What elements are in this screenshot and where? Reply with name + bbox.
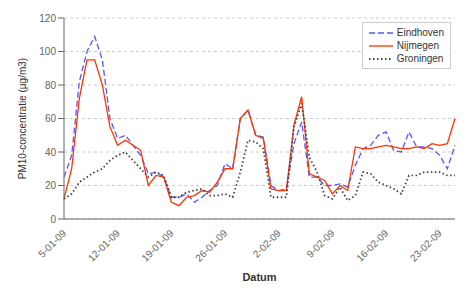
- svg-text:20: 20: [45, 180, 57, 191]
- svg-text:9-02-09: 9-02-09: [304, 227, 336, 259]
- svg-text:120: 120: [39, 13, 56, 24]
- svg-text:PM10-concentratie (µg/m3): PM10-concentratie (µg/m3): [17, 58, 28, 179]
- svg-text:19-01-09: 19-01-09: [139, 227, 175, 263]
- svg-text:23-02-09: 23-02-09: [408, 227, 444, 263]
- svg-text:12-01-09: 12-01-09: [86, 227, 122, 263]
- svg-text:16-02-09: 16-02-09: [354, 227, 390, 263]
- html-text:Eindhoven: Eindhoven: [396, 27, 444, 38]
- svg-text:0: 0: [50, 214, 56, 225]
- svg-text:80: 80: [45, 80, 57, 91]
- svg-text:5-01-09: 5-01-09: [36, 227, 68, 259]
- html-text:Nijmegen: Nijmegen: [396, 40, 439, 51]
- svg-text:40: 40: [45, 147, 57, 158]
- svg-text:26-01-09: 26-01-09: [193, 227, 229, 263]
- html-text:Groningen: Groningen: [396, 53, 444, 64]
- svg-text:60: 60: [45, 113, 57, 124]
- svg-text:2-02-09: 2-02-09: [251, 227, 283, 259]
- svg-text:Datum: Datum: [242, 271, 276, 283]
- svg-text:100: 100: [39, 46, 56, 57]
